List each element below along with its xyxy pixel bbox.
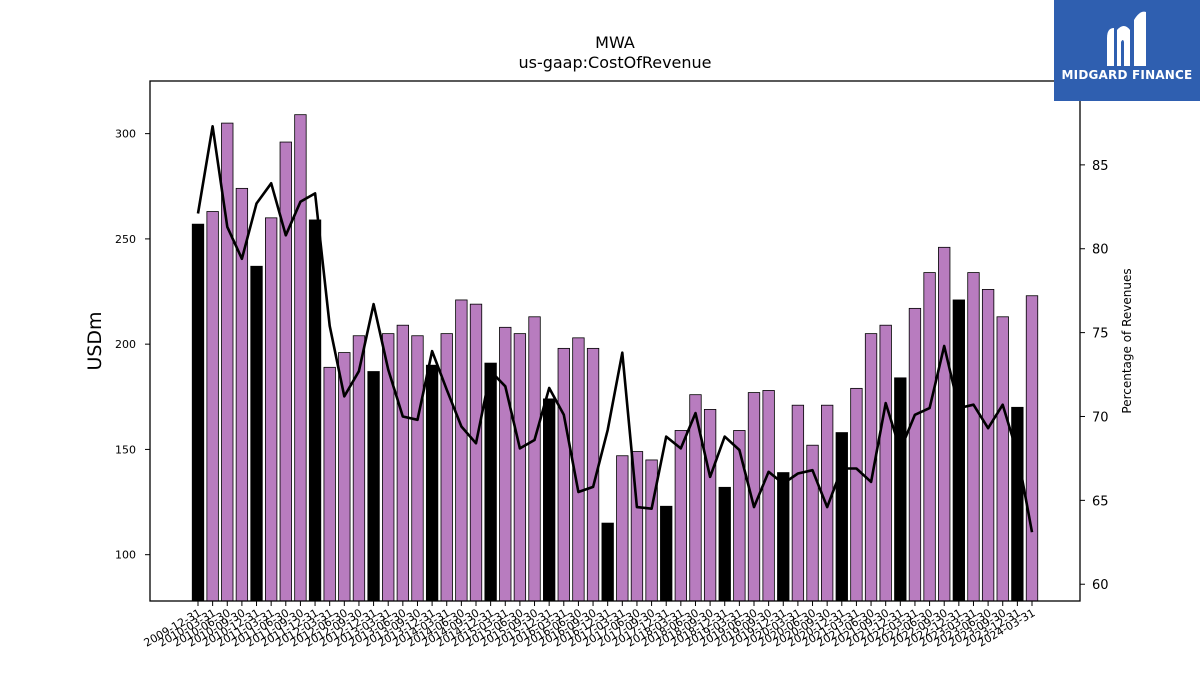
- bar: [821, 404, 834, 602]
- bar: [894, 377, 907, 602]
- bar: [367, 371, 380, 602]
- bar: [616, 455, 629, 602]
- y2-tick-label: 75: [1092, 327, 1109, 342]
- y2-tick-label: 60: [1092, 578, 1109, 593]
- bar: [791, 404, 805, 602]
- y-tick-label: 250: [115, 233, 136, 246]
- bar: [952, 299, 965, 602]
- bar: [528, 316, 541, 602]
- y2-tick-label: 70: [1092, 410, 1109, 425]
- bar: [762, 390, 775, 602]
- bar: [938, 246, 951, 602]
- bar: [294, 114, 307, 602]
- bar: [733, 430, 746, 602]
- y-tick-label: 300: [115, 128, 136, 141]
- left-axis: 100 150 200 250 300: [115, 128, 150, 562]
- y2-tick-label: 85: [1092, 159, 1109, 174]
- bar: [835, 432, 848, 602]
- bar: [250, 265, 263, 602]
- bar: [396, 324, 409, 602]
- bar: [543, 398, 556, 602]
- bar: [308, 219, 322, 602]
- y2-tick-label: 65: [1092, 494, 1109, 509]
- logo-mark-icon: [1107, 11, 1146, 66]
- bar: [645, 459, 658, 602]
- y2-axis-label: Percentage of Revenues: [1120, 268, 1134, 413]
- bar: [718, 486, 731, 602]
- bar: [411, 335, 424, 602]
- bar: [1025, 295, 1039, 602]
- bar: [703, 409, 717, 602]
- bar: [601, 522, 614, 602]
- bar: [265, 217, 278, 602]
- bar: [967, 272, 980, 602]
- bar: [850, 387, 863, 602]
- y-axis-label: USDm: [84, 311, 106, 370]
- bar: [923, 272, 936, 602]
- bar: [484, 362, 497, 602]
- logo-text: MIDGARD FINANCE: [1061, 68, 1193, 82]
- bar: [513, 333, 527, 602]
- bar: [455, 299, 468, 602]
- bar: [908, 307, 922, 602]
- midgard-finance-logo: MIDGARD FINANCE: [1054, 0, 1200, 101]
- y2-tick-label: 80: [1092, 243, 1109, 258]
- right-axis: 60 65 70 75 80 85: [1080, 159, 1109, 593]
- line-group: [196, 125, 1034, 533]
- x-axis: 2009-12-312010-03-312010-06-302010-09-30…: [142, 601, 1038, 650]
- bar: [206, 211, 219, 602]
- bar: [879, 324, 892, 602]
- bar: [425, 364, 439, 602]
- bar: [981, 289, 995, 602]
- bar: [469, 303, 483, 602]
- bar-group: [191, 114, 1039, 602]
- bar: [674, 430, 687, 602]
- y-tick-label: 150: [115, 443, 136, 456]
- bar: [191, 223, 205, 602]
- bar: [557, 347, 570, 602]
- bar: [996, 316, 1009, 602]
- y-tick-label: 200: [115, 338, 136, 351]
- bar: [279, 141, 292, 602]
- bar: [777, 472, 790, 602]
- bar: [660, 505, 673, 602]
- chart-subtitle: us-gaap:CostOfRevenue: [518, 53, 711, 72]
- bar: [499, 326, 512, 602]
- bar: [323, 366, 336, 602]
- plot-frame: [149, 80, 1081, 602]
- bar: [806, 444, 819, 602]
- chart-title: MWA: [595, 33, 635, 52]
- percentage-line: [196, 125, 1034, 533]
- y-tick-label: 100: [115, 549, 136, 562]
- bar: [440, 333, 453, 602]
